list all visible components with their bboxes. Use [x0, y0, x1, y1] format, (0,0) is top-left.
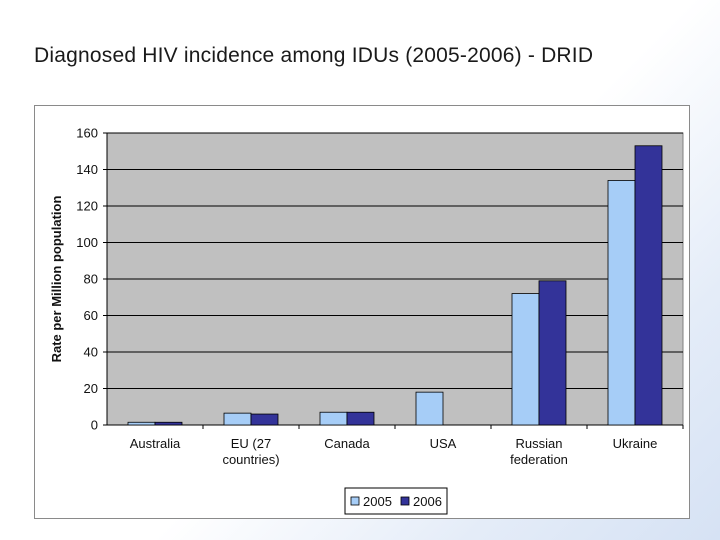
bar-2005-4	[511, 293, 540, 426]
x-tick-label: Canada	[324, 436, 370, 451]
y-tick-label: 120	[76, 199, 98, 214]
x-tick-label: Russian	[516, 436, 563, 451]
legend-swatch-2006	[400, 496, 410, 506]
y-tick-label: 160	[76, 126, 98, 141]
bar-2005-0	[127, 421, 156, 426]
bar-chart: 0 20 40 60 80 100 120 140 160 Rate per Million po…	[49, 126, 684, 515]
y-tick-label: 80	[84, 272, 98, 287]
x-tick-label: Ukraine	[613, 436, 658, 451]
bar-2006-1	[250, 413, 279, 426]
legend-label-2005: 2005	[363, 494, 392, 509]
x-tick-label: Australia	[130, 436, 181, 451]
bar-2006-5	[634, 145, 663, 426]
y-tick-label: 20	[84, 381, 98, 396]
bar-2006-4	[538, 280, 567, 426]
legend-swatch-2005	[350, 496, 360, 506]
bar-2005-3	[415, 391, 444, 426]
x-tick-label: USA	[430, 436, 457, 451]
slide-title: Diagnosed HIV incidence among IDUs (2005…	[34, 44, 594, 67]
x-tick-label: federation	[510, 452, 568, 467]
y-tick-label: 40	[84, 345, 98, 360]
bar-2005-1	[223, 412, 252, 426]
bar-2005-5	[607, 180, 636, 426]
legend	[344, 487, 448, 515]
legend-label-2006: 2006	[413, 494, 442, 509]
y-tick-label: 140	[76, 162, 98, 177]
y-tick-label: 100	[76, 235, 98, 250]
chart-frame: 0 20 40 60 80 100 120 140 160 Rate per Million po…	[34, 105, 690, 519]
x-tick-label: countries)	[222, 452, 279, 467]
bar-2005-2	[319, 411, 348, 426]
y-axis-label: Rate per Million population	[49, 196, 64, 363]
x-tick-label: EU (27	[231, 436, 271, 451]
bar-2006-0	[154, 421, 183, 426]
bar-2006-2	[346, 411, 375, 426]
y-tick-label: 60	[84, 308, 98, 323]
y-tick-label: 0	[91, 418, 98, 433]
